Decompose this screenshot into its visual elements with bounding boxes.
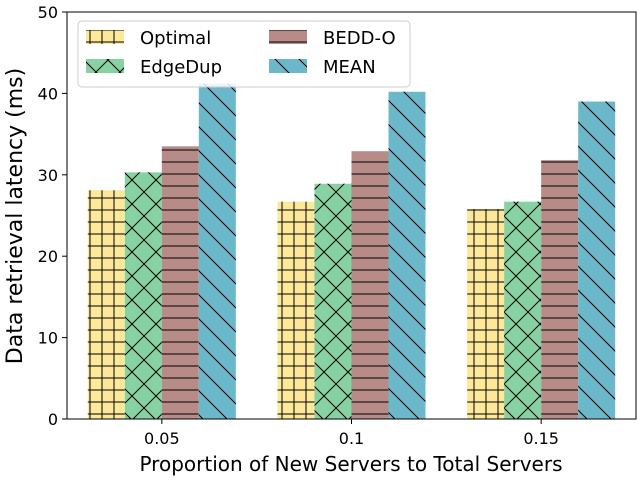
y-tick-label: 30 [38,166,58,185]
bar-hatch [87,190,125,419]
legend-swatch-hatch [86,30,124,44]
bar-hatch [541,160,579,419]
bar-hatch [578,101,616,419]
legend-label: MEAN [323,57,376,78]
axes-layer: 0.05 0.1 0.15 0 10 20 30 40 50 [38,3,637,448]
legend-swatch-hatch [269,59,307,73]
bar-hatch [467,208,505,419]
legend-label: Optimal [140,28,211,49]
y-axis-label: Data retrieval latency (ms) [3,68,28,364]
bar-hatch [351,151,389,419]
y-tick-label: 10 [38,329,58,348]
x-tick-label: 0.05 [144,429,180,448]
bar-hatch [161,146,199,419]
bar-hatch [124,172,162,419]
y-tick-label: 50 [38,3,58,22]
legend-box [77,20,411,88]
bar-hatch [314,183,352,419]
legend: Optimal EdgeDup BEDD-O MEAN [77,20,411,88]
legend-label: EdgeDup [140,57,222,78]
legend-label: BEDD-O [323,28,396,49]
bar-hatch [504,201,542,419]
legend-swatch-hatch [86,59,124,73]
bars-layer [87,83,616,420]
legend-swatch-hatch [269,30,307,44]
y-tick-label: 0 [48,410,58,429]
plot-frame [66,11,637,420]
bar-hatch [277,201,315,419]
y-tick-label: 40 [38,84,58,103]
y-tick-label: 20 [38,247,58,266]
bar-hatch [388,91,426,419]
x-tick-label: 0.15 [523,429,559,448]
x-axis-label: Proportion of New Servers to Total Serve… [139,452,562,476]
x-tick-label: 0.1 [339,429,364,448]
bar-hatch [198,83,236,420]
